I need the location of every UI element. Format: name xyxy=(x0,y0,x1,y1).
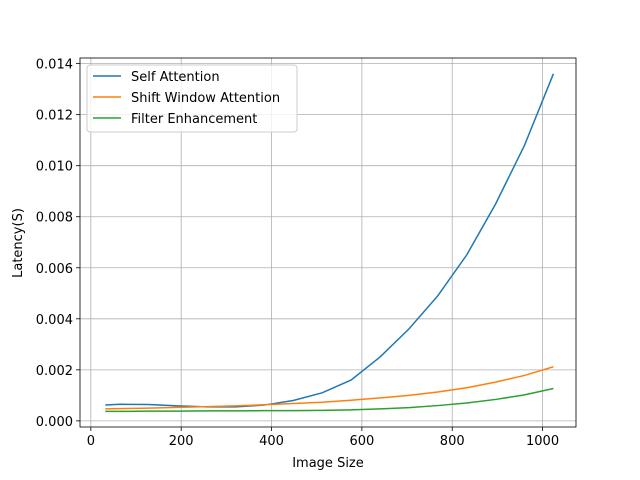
y-tick-label: 0.006 xyxy=(36,262,73,277)
y-tick-label: 0.002 xyxy=(36,364,73,379)
plot-frame xyxy=(79,57,577,428)
legend: Self Attention Shift Window Attention Filt… xyxy=(86,64,298,133)
legend-label: Shift Window Attention xyxy=(131,91,280,106)
y-tick-label: 0.000 xyxy=(36,415,73,430)
x-tick-label: 1000 xyxy=(526,434,559,449)
x-tick-label: 200 xyxy=(169,434,194,449)
y-tick-label: 0.014 xyxy=(36,58,73,73)
x-tick-label: 0 xyxy=(87,434,95,449)
legend-label: Filter Enhancement xyxy=(131,112,257,127)
x-tick-label: 800 xyxy=(440,434,465,449)
line-series xyxy=(105,73,555,408)
x-tick-label: 400 xyxy=(259,434,284,449)
legend-label: Self Attention xyxy=(131,70,220,85)
y-tick-label: 0.004 xyxy=(36,313,73,328)
line-series xyxy=(105,366,554,410)
y-tick-label: 0.012 xyxy=(36,109,73,124)
y-axis-label: Latency(S) xyxy=(11,208,26,278)
x-axis-label: Image Size xyxy=(292,456,364,471)
line-series xyxy=(105,387,554,413)
y-tick-label: 0.008 xyxy=(36,211,73,226)
legend-frame xyxy=(86,64,298,133)
x-tick-label: 600 xyxy=(349,434,374,449)
y-tick-label: 0.010 xyxy=(36,160,73,175)
